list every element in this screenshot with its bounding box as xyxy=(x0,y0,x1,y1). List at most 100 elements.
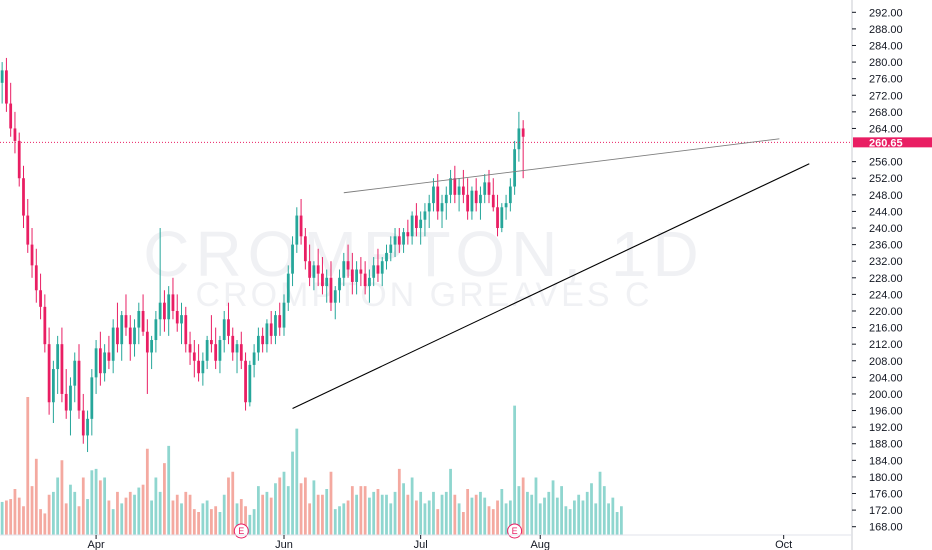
candle-body xyxy=(120,315,124,345)
candle xyxy=(286,265,290,311)
candle xyxy=(205,335,209,370)
candle xyxy=(389,236,393,262)
volume-bar xyxy=(432,491,435,536)
trendlines[interactable] xyxy=(292,138,810,409)
volume-bar xyxy=(380,494,384,535)
candle-body xyxy=(128,327,132,345)
candle-body xyxy=(333,290,337,303)
candle xyxy=(197,344,200,382)
volume-bar xyxy=(235,503,239,536)
volume-bar xyxy=(620,506,623,535)
candle-body xyxy=(201,360,205,374)
volume-bar xyxy=(124,497,128,536)
candle xyxy=(338,269,341,303)
candle xyxy=(47,327,51,415)
volume-bar xyxy=(167,445,171,536)
price-axis-label: 288.00 xyxy=(869,24,903,36)
volume-bar xyxy=(598,471,602,535)
candle-body xyxy=(222,319,226,341)
time-axis-label: Aug xyxy=(530,539,550,550)
candle xyxy=(449,169,452,204)
volume-bar xyxy=(461,512,465,535)
candle xyxy=(39,273,42,320)
candle-body xyxy=(321,273,324,287)
candle-body xyxy=(282,302,286,328)
volume-bar xyxy=(534,477,538,535)
price-axis-label: 228.00 xyxy=(869,273,903,285)
volume-bar xyxy=(269,497,273,536)
candle xyxy=(312,261,316,291)
candle xyxy=(483,174,487,204)
volume-bar xyxy=(517,486,521,536)
candle xyxy=(521,120,525,179)
volume-bar xyxy=(321,494,324,535)
candle-body xyxy=(73,360,77,386)
candle xyxy=(513,140,517,195)
volume-bar xyxy=(376,489,380,535)
price-axis[interactable]: 292.00 288.00 284.00 280.00 276.00 272.00 268.… xyxy=(852,7,903,534)
candle xyxy=(316,248,320,287)
time-axis-label: Jul xyxy=(414,539,428,550)
candle-body xyxy=(419,219,423,229)
volume-bar xyxy=(107,500,111,535)
candle-body xyxy=(508,186,512,204)
volume-bar xyxy=(410,477,414,535)
candle xyxy=(180,302,183,345)
volume-bar xyxy=(423,503,427,536)
volume-bar xyxy=(244,506,247,535)
volume-bar xyxy=(69,484,72,535)
volume-bar xyxy=(214,506,218,535)
candle-body xyxy=(427,203,431,212)
price-axis-label: 184.00 xyxy=(869,455,903,467)
candle xyxy=(380,257,384,287)
candle xyxy=(474,178,478,212)
candle-body xyxy=(0,70,4,83)
candle-body xyxy=(355,269,358,282)
candle-body xyxy=(171,294,175,311)
volume-bar xyxy=(457,503,461,536)
candle xyxy=(491,178,495,212)
candle-body xyxy=(265,323,269,345)
volume-bar xyxy=(252,509,256,536)
candle-body xyxy=(453,178,457,195)
candle-body xyxy=(252,352,256,365)
volume-bar xyxy=(73,491,77,536)
candle xyxy=(355,261,358,295)
volume-bar xyxy=(491,509,495,536)
candle xyxy=(141,294,145,336)
candlestick-series xyxy=(0,57,525,453)
volume-bar xyxy=(560,486,563,536)
candle xyxy=(184,306,188,353)
candle xyxy=(0,62,4,104)
candle xyxy=(210,315,213,353)
price-axis-label: 212.00 xyxy=(869,339,903,351)
candle xyxy=(81,393,85,444)
price-axis-background xyxy=(852,0,932,550)
volume-bar xyxy=(346,500,350,535)
candle-body xyxy=(90,377,94,419)
candle-body xyxy=(380,261,384,274)
volume-bar xyxy=(39,509,42,536)
price-axis-label: 200.00 xyxy=(869,389,903,401)
candle-body xyxy=(81,410,85,436)
volume-bar xyxy=(94,468,98,536)
candle-body xyxy=(188,344,192,353)
candle xyxy=(303,228,307,270)
candle xyxy=(333,286,337,320)
volume-bar xyxy=(573,500,576,535)
candle-body xyxy=(299,215,303,237)
volume-bar xyxy=(154,477,158,535)
volume-bar xyxy=(103,477,107,535)
price-axis-label: 284.00 xyxy=(869,40,903,52)
volume-bar xyxy=(81,477,85,535)
candle xyxy=(5,57,8,112)
volume-bar xyxy=(440,494,444,535)
time-axis[interactable]: Apr Jun Jul Aug Oct xyxy=(88,535,793,550)
candle xyxy=(218,335,222,374)
volume-bar xyxy=(299,483,303,535)
candle xyxy=(496,194,499,237)
volume-bar xyxy=(180,503,183,536)
volume-bar xyxy=(286,486,290,536)
volume-bar xyxy=(171,500,175,535)
